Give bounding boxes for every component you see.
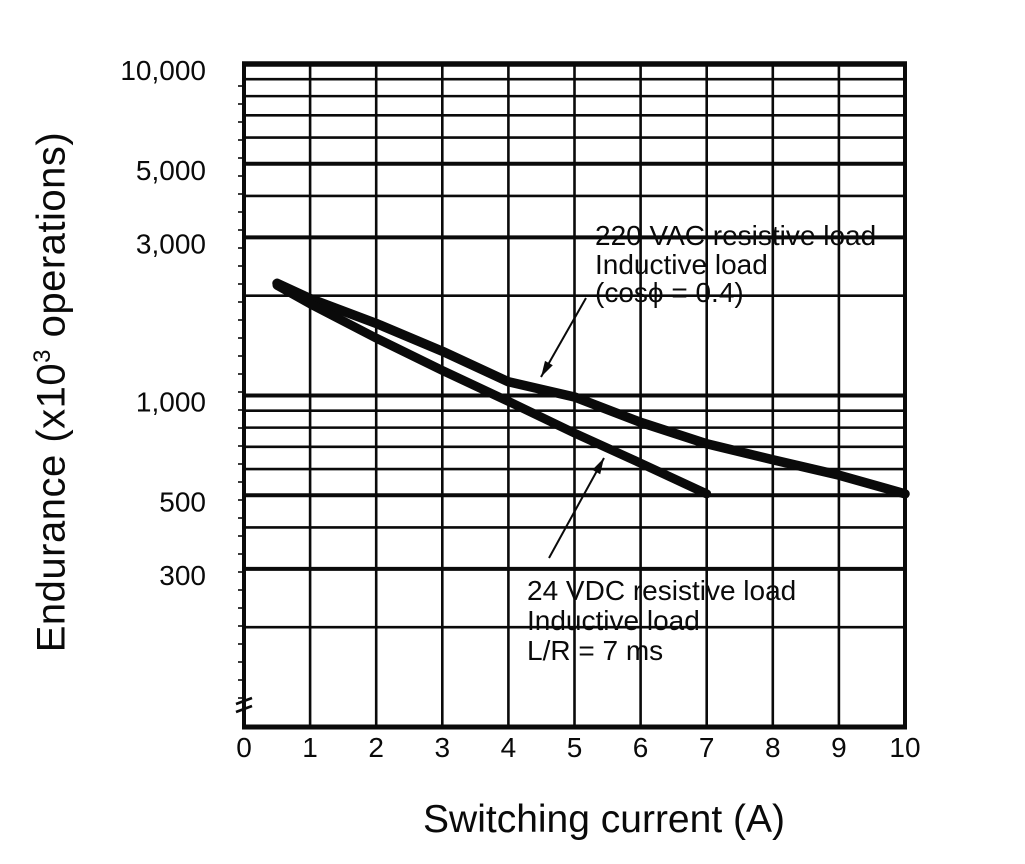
series-line-24vdc bbox=[272, 280, 712, 499]
y-tick-label-300: 300 bbox=[159, 560, 206, 591]
x-axis-title: Switching current (A) bbox=[423, 798, 785, 841]
y-tick-label-5000: 5,000 bbox=[136, 155, 206, 186]
y-axis-title: Endurance (x103 operations) bbox=[29, 131, 75, 653]
x-tick-label-2: 2 bbox=[368, 732, 384, 763]
annotation-24vdc-line3: L/R = 7 ms bbox=[527, 635, 664, 666]
x-tick-label-1: 1 bbox=[302, 732, 318, 763]
y-axis-title-suffix: operations) bbox=[29, 131, 74, 349]
y-axis-break-mark bbox=[235, 704, 253, 714]
annotation-24vdc: 24 VDC resistive load Inductive load L/R… bbox=[527, 576, 796, 666]
y-tick-label-500: 500 bbox=[159, 486, 206, 517]
x-tick-label-6: 6 bbox=[633, 732, 649, 763]
annotation-220vac-line3: (cosϕ = 0.4) bbox=[595, 277, 744, 308]
x-tick-label-8: 8 bbox=[765, 732, 781, 763]
x-tick-label-10: 10 bbox=[889, 732, 920, 763]
x-tick-label-9: 9 bbox=[831, 732, 847, 763]
y-axis-title-superscript: 3 bbox=[29, 348, 57, 363]
x-tick-label-5: 5 bbox=[567, 732, 583, 763]
annotation-220vac-line1: 220 VAC resistive load bbox=[595, 220, 877, 251]
y-axis-title-prefix: Endurance (x10 bbox=[29, 362, 74, 653]
y-tick-label-10000: 10,000 bbox=[120, 55, 206, 86]
y-tick-label-1000: 1,000 bbox=[136, 387, 206, 418]
y-axis-break-mark bbox=[235, 696, 253, 706]
leader-arrow-24vdc-arrowhead bbox=[592, 458, 604, 475]
x-tick-label-7: 7 bbox=[699, 732, 715, 763]
x-tick-label-0: 0 bbox=[236, 732, 252, 763]
series-line-220vac bbox=[272, 278, 910, 499]
leader-arrow-220vac-arrowhead bbox=[541, 360, 553, 377]
x-tick-label-3: 3 bbox=[435, 732, 451, 763]
y-tick-label-3000: 3,000 bbox=[136, 228, 206, 259]
annotation-24vdc-line1: 24 VDC resistive load bbox=[527, 575, 797, 606]
annotation-220vac-line2: Inductive load bbox=[595, 248, 768, 280]
annotation-220vac: 220 VAC resistive load Inductive load (c… bbox=[595, 220, 877, 308]
x-tick-label-4: 4 bbox=[501, 732, 517, 763]
annotation-24vdc-line2: Inductive load bbox=[527, 605, 700, 636]
leader-arrow-24vdc bbox=[548, 457, 605, 559]
